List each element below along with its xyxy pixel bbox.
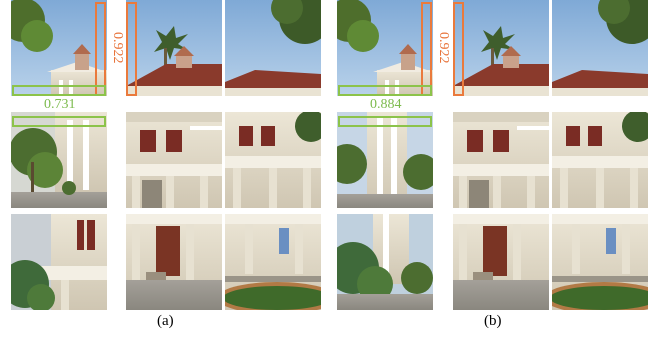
image-tile	[337, 0, 433, 96]
vertical-boundary-highlight	[95, 2, 106, 96]
figure-panel-a: 0.922 0.731 (a)	[11, 0, 321, 329]
image-tile	[126, 214, 222, 310]
panel-caption: (a)	[157, 313, 174, 329]
image-tile	[453, 0, 549, 96]
horizontal-similarity-score: 0.731	[44, 97, 76, 112]
vertical-similarity-score: 0.922	[436, 32, 451, 64]
vertical-boundary-highlight	[126, 2, 137, 96]
image-tile	[11, 0, 107, 96]
horizontal-boundary-highlight	[12, 116, 106, 127]
image-tile	[126, 0, 222, 96]
image-tile	[11, 214, 107, 310]
panel-caption: (b)	[484, 313, 502, 329]
horizontal-boundary-highlight	[338, 85, 432, 96]
image-tile	[552, 214, 648, 310]
horizontal-boundary-highlight	[338, 116, 432, 127]
horizontal-boundary-highlight	[12, 85, 106, 96]
image-tile	[552, 0, 648, 96]
image-tile	[337, 112, 433, 208]
image-tile	[337, 214, 433, 310]
image-tile	[225, 214, 321, 310]
image-tile	[126, 112, 222, 208]
figure-panel-b: 0.922 0.884 (b)	[332, 0, 664, 337]
vertical-boundary-highlight	[421, 2, 432, 96]
vertical-similarity-score: 0.922	[110, 32, 125, 64]
image-tile	[225, 0, 321, 96]
image-tile	[225, 112, 321, 208]
vertical-boundary-highlight	[453, 2, 464, 96]
image-tile	[453, 214, 549, 310]
image-tile	[552, 112, 648, 208]
image-tile	[453, 112, 549, 208]
horizontal-similarity-score: 0.884	[370, 97, 402, 112]
